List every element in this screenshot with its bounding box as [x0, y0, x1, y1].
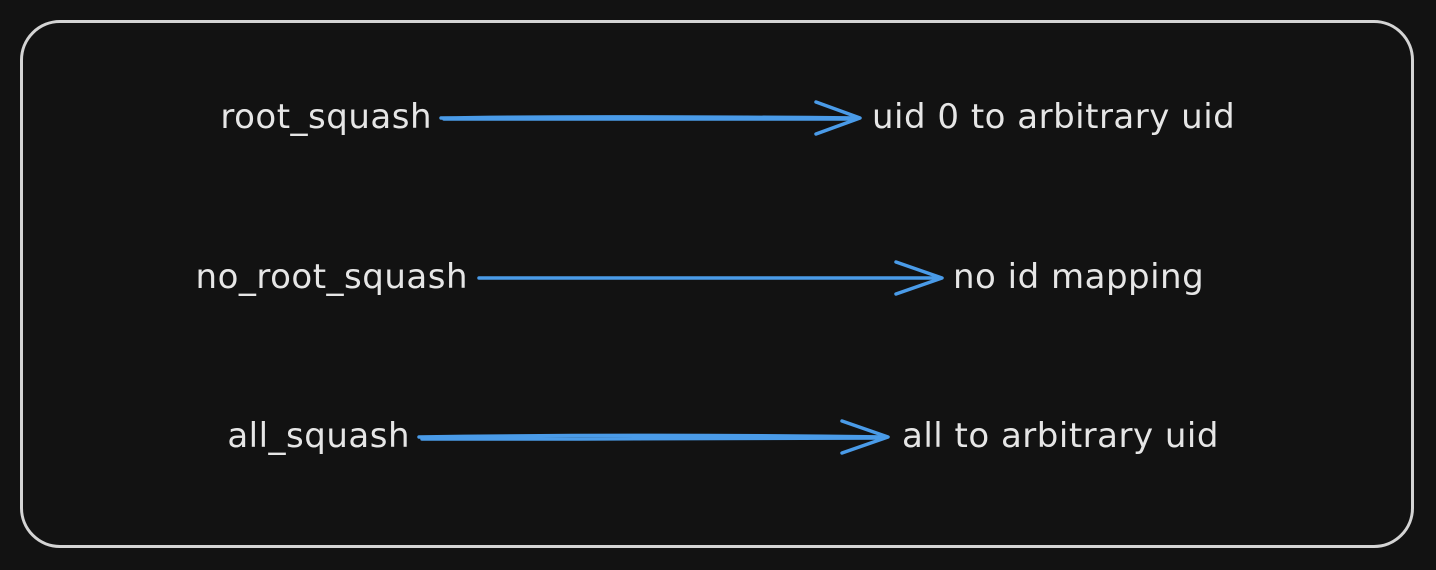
- option-all-squash: all_squash: [227, 416, 410, 456]
- diagram-frame: [20, 20, 1414, 548]
- option-root-squash: root_squash: [220, 97, 432, 137]
- result-root-squash: uid 0 to arbitrary uid: [872, 97, 1236, 137]
- option-no-root-squash: no_root_squash: [195, 257, 468, 297]
- arrow-all-squash: [417, 419, 890, 455]
- arrow-root-squash: [439, 100, 862, 136]
- arrow-no-root-squash: [477, 260, 944, 296]
- result-no-root-squash: no id mapping: [953, 257, 1205, 297]
- result-all-squash: all to arbitrary uid: [902, 416, 1219, 456]
